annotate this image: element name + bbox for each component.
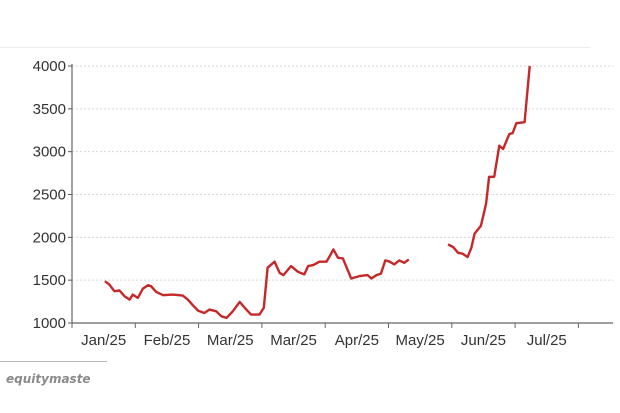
top-divider <box>0 47 590 48</box>
x-tick-label: Apr/25 <box>335 332 379 349</box>
price-line-segment <box>447 65 531 259</box>
x-tick-label: Jun/25 <box>461 332 506 349</box>
y-tick-label: 4000 <box>33 58 66 75</box>
x-tick-label: Jul/25 <box>527 332 567 349</box>
price-line-segment <box>104 248 410 320</box>
x-tick-label: Mar/25 <box>207 332 254 349</box>
bottom-divider <box>0 361 107 362</box>
y-tick-label: 2000 <box>33 229 66 246</box>
y-tick-label: 3500 <box>33 101 66 118</box>
y-tick-label: 3000 <box>33 144 66 161</box>
x-tick-label: May/25 <box>396 332 445 349</box>
x-tick-label: Mar/25 <box>270 332 317 349</box>
watermark-logo: equitymaste <box>6 372 91 386</box>
y-tick-label: 1500 <box>33 272 66 289</box>
x-tick-label: Feb/25 <box>144 332 191 349</box>
y-tick-label: 1000 <box>33 315 66 332</box>
y-tick-label: 2500 <box>33 187 66 204</box>
x-tick-label: Jan/25 <box>81 332 126 349</box>
